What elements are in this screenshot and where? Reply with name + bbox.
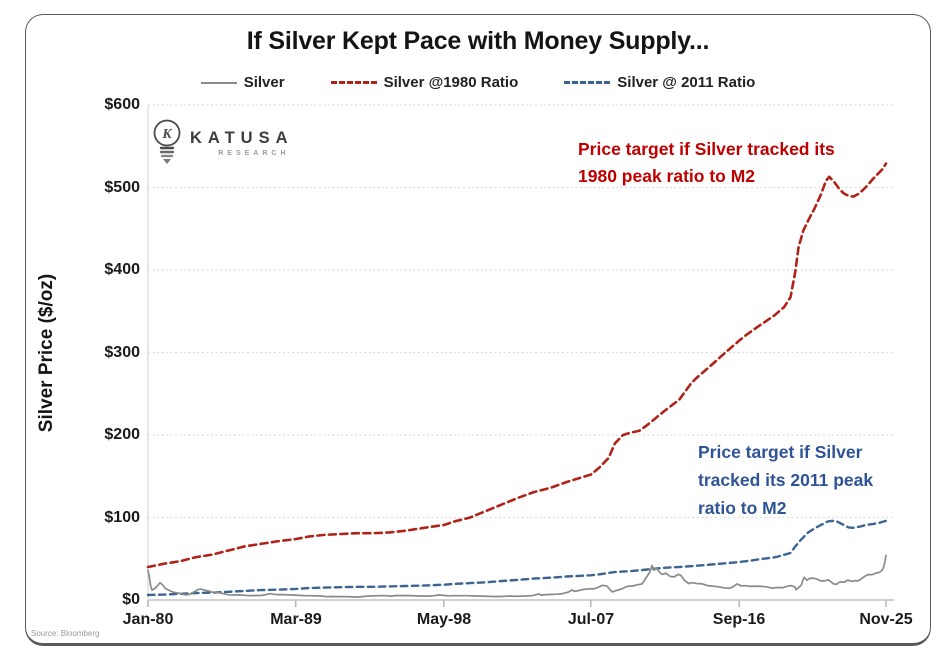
x-tick-jul-07: Jul-07: [567, 611, 615, 628]
y-tick-200: $200: [104, 426, 140, 443]
y-tick-0: $0: [122, 591, 140, 608]
chart-card: [25, 14, 931, 646]
chart-title: If Silver Kept Pace with Money Supply...: [246, 27, 710, 55]
legend-item-silver-2011-ratio: Silver @ 2011 Ratio: [564, 74, 755, 91]
series-line-silver-2011-ratio: [146, 519, 888, 597]
annotation-line: 1980 peak ratio to M2: [578, 166, 756, 187]
x-tick-may-98: May-98: [416, 611, 472, 628]
logo-text: KATUSA RESEARCH: [190, 129, 294, 157]
logo-brand: KATUSA: [190, 129, 294, 147]
x-tick-mar-89: Mar-89: [270, 611, 322, 628]
silver-line-swatch-icon: [200, 81, 237, 84]
legend-label: Silver: [243, 74, 285, 91]
katusa-research-logo: K KATUSA RESEARCH: [150, 118, 294, 168]
x-tick-jan-80: Jan-80: [122, 611, 174, 628]
annotation-line: Price target if Silver: [698, 442, 863, 462]
y-tick-500: $500: [104, 179, 140, 196]
y-tick-600: $600: [104, 96, 140, 113]
red-dashed-line-swatch-icon: [330, 81, 377, 84]
legend-item-silver: Silver: [200, 74, 285, 91]
svg-text:K: K: [161, 127, 173, 142]
blue-dashed-line-swatch-icon: [564, 81, 611, 84]
annotation-line: Price target if Silver tracked its: [578, 139, 835, 159]
series-line-silver: [147, 554, 887, 598]
y-tick-400: $400: [104, 261, 140, 278]
x-tick-sep-16: Sep-16: [712, 611, 766, 628]
source-note: Source: Bloomberg: [31, 629, 100, 638]
legend-label: Silver @1980 Ratio: [383, 74, 519, 91]
chart-legend: Silver Silver @1980 Ratio Silver @ 2011 …: [25, 74, 931, 91]
legend-item-silver-1980-ratio: Silver @1980 Ratio: [330, 74, 519, 91]
annotation-2011-ratio: Price target if Silver tracked its 2011 …: [698, 438, 928, 522]
series-line-silver-1980-ratio: [146, 162, 888, 569]
annotation-1980-ratio: Price target if Silver tracked its 1980 …: [578, 136, 938, 190]
annotation-line: ratio to M2: [698, 498, 787, 518]
lightbulb-k-icon: K: [153, 119, 181, 164]
y-tick-100: $100: [104, 509, 140, 526]
logo-subtitle: RESEARCH: [218, 150, 290, 157]
y-tick-300: $300: [104, 344, 140, 361]
annotation-line: tracked its 2011 peak: [698, 470, 874, 490]
legend-label: Silver @ 2011 Ratio: [617, 74, 756, 91]
x-tick-nov-25: Nov-25: [859, 611, 913, 628]
